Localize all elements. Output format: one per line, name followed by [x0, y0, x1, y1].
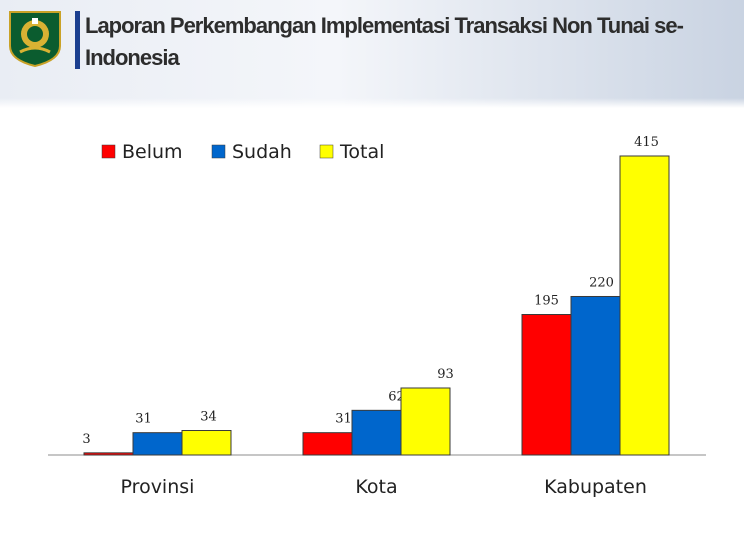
header-background	[0, 0, 744, 108]
bar-sudah-kota	[351, 409, 402, 456]
bar-total-kota	[400, 387, 451, 456]
legend-swatch-belum	[101, 144, 116, 159]
category-label-kota: Kota	[355, 476, 397, 498]
data-label-sudah-provinsi: 31	[135, 412, 152, 427]
legend-label-sudah: Sudah	[232, 141, 292, 163]
legend-swatch-total	[319, 144, 334, 159]
category-label-kabupaten: Kabupaten	[544, 476, 647, 498]
bar-belum-kota	[302, 432, 353, 456]
legend-label-total: Total	[339, 141, 384, 163]
bar-total-provinsi	[181, 430, 232, 456]
data-label-belum-kabupaten: 195	[534, 294, 559, 309]
data-label-total-kota: 93	[437, 367, 454, 382]
data-label-sudah-kabupaten: 220	[589, 275, 614, 290]
data-label-belum-kota: 31	[335, 412, 352, 427]
bar-sudah-provinsi	[132, 432, 183, 456]
emblem-logo	[9, 11, 61, 68]
legend-swatch-sudah	[211, 144, 226, 159]
data-label-total-provinsi: 34	[200, 410, 217, 425]
data-label-total-kabupaten: 415	[634, 135, 659, 150]
bar-total-kabupaten	[619, 155, 670, 456]
title-accent-bar	[75, 11, 80, 69]
bar-belum-provinsi	[83, 452, 134, 456]
data-label-belum-provinsi: 3	[82, 432, 90, 447]
bar-belum-kabupaten	[521, 314, 572, 456]
bar-sudah-kabupaten	[570, 295, 621, 456]
legend-label-belum: Belum	[122, 141, 183, 163]
category-label-provinsi: Provinsi	[121, 476, 195, 498]
page-title: Laporan Perkembangan Implementasi Transa…	[85, 13, 684, 70]
